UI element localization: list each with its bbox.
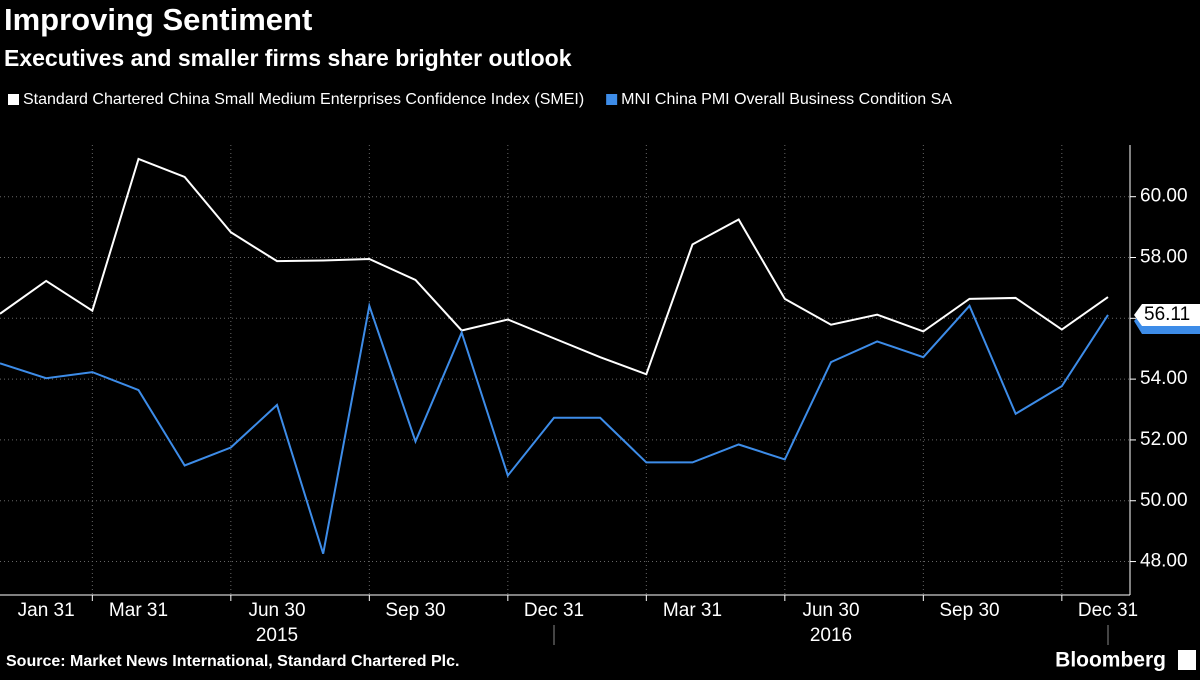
- y-tick-label: 58.00: [1140, 247, 1188, 268]
- legend-label: Standard Chartered China Small Medium En…: [23, 91, 584, 108]
- x-tick-label: Dec 31: [524, 600, 584, 621]
- x-tick-label: Jan 31: [18, 600, 75, 621]
- y-tick-label: 48.00: [1140, 551, 1188, 572]
- chart-title: Improving Sentiment: [4, 2, 312, 37]
- brand: Bloomberg: [1055, 649, 1166, 672]
- x-tick-label: Mar 31: [109, 600, 168, 621]
- legend-label: MNI China PMI Overall Business Condition…: [621, 91, 952, 108]
- y-tick-label: 54.00: [1140, 368, 1188, 389]
- series-line: [0, 157, 1109, 376]
- brand-icon: [1178, 650, 1196, 670]
- x-tick-label: Mar 31: [663, 600, 722, 621]
- legend-swatch: [606, 94, 618, 105]
- y-tick-label: 50.00: [1140, 490, 1188, 511]
- x-tick-label: Dec 31: [1078, 600, 1138, 621]
- source: Source: Market News International, Stand…: [6, 653, 459, 670]
- x-group-label: 2015: [256, 625, 298, 646]
- x-tick-label: Sep 30: [385, 600, 445, 621]
- y-tick-label: 52.00: [1140, 429, 1188, 450]
- x-group-label: 2016: [810, 625, 852, 646]
- chart-subtitle: Executives and smaller firms share brigh…: [4, 45, 572, 71]
- series-line: [0, 301, 1109, 554]
- y-tick-label: 60.00: [1140, 186, 1188, 207]
- x-tick-label: Jun 30: [802, 600, 859, 621]
- x-tick-label: Jun 30: [248, 600, 305, 621]
- last-value-tag: [1134, 303, 1200, 326]
- last-value-label: 56.11: [1144, 304, 1190, 325]
- x-tick-label: Sep 30: [939, 600, 999, 621]
- legend-swatch: [8, 94, 19, 105]
